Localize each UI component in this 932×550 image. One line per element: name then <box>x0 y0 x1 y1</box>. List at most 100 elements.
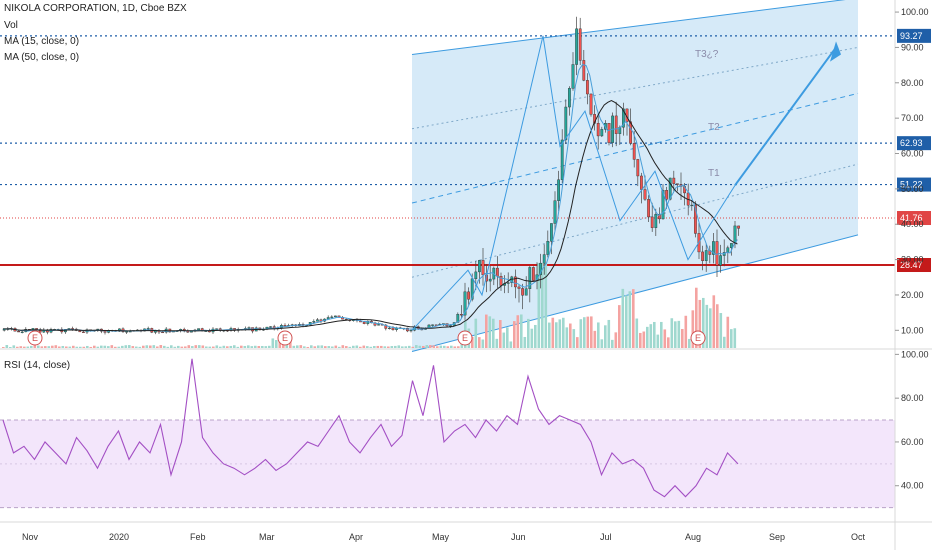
volume-bar <box>621 288 625 348</box>
volume-bar <box>516 315 520 348</box>
target-label: T2 <box>708 122 720 133</box>
volume-bar <box>492 318 495 348</box>
candle-body <box>38 329 42 333</box>
candle-body <box>496 267 499 277</box>
volume-bar <box>324 346 327 348</box>
earnings-label: E <box>32 333 38 343</box>
volume-bar <box>527 318 530 348</box>
volume-bar <box>488 316 492 348</box>
candle-body <box>676 183 679 185</box>
volume-bar <box>254 345 257 348</box>
volume-bar <box>551 317 555 348</box>
volume-bar <box>229 345 233 348</box>
volume-bar <box>373 346 376 348</box>
volume-bar <box>572 329 576 348</box>
volume-bar <box>404 346 408 348</box>
candle-body <box>733 225 737 244</box>
candle-body <box>668 177 672 200</box>
target-label: T1 <box>708 168 720 179</box>
candle-body <box>215 328 218 330</box>
ma15-legend[interactable]: MA (15, close, 0) <box>4 36 80 47</box>
volume-bar <box>166 346 170 348</box>
volume-bar <box>299 345 303 348</box>
volume-bar <box>177 345 180 348</box>
candle-body <box>737 225 741 229</box>
volume-bar <box>506 327 509 348</box>
volume-bar <box>719 313 723 348</box>
volume-bar <box>23 346 26 348</box>
volume-bar <box>618 305 621 348</box>
volume-bar <box>233 345 236 348</box>
volume-bar <box>331 346 334 348</box>
candle-body <box>571 64 575 89</box>
volume-bar <box>642 331 646 348</box>
candle-body <box>661 190 665 220</box>
candle-body <box>647 199 651 218</box>
volume-bar <box>716 304 719 348</box>
volume-bar <box>117 346 121 348</box>
volume-bar <box>72 345 75 348</box>
volume-bar <box>439 345 443 348</box>
volume-bar <box>726 316 730 348</box>
volume-bar <box>702 297 705 348</box>
volume-bar <box>453 346 457 348</box>
candle-body <box>528 267 532 289</box>
x-tick-Aug: Aug <box>685 532 701 542</box>
candle-body <box>377 324 380 326</box>
candle-body <box>269 326 272 328</box>
volume-bar <box>359 346 362 348</box>
volume-bar <box>124 345 128 348</box>
volume-bar <box>345 346 348 348</box>
volume-bar <box>75 346 79 348</box>
volume-bar <box>37 345 40 348</box>
volume-bar <box>681 328 684 348</box>
candle-body <box>719 255 723 266</box>
volume-bar <box>674 321 677 348</box>
volume-bar <box>173 346 177 348</box>
volume-bar <box>639 332 642 348</box>
volume-bar <box>534 324 537 348</box>
volume-bar <box>709 308 712 348</box>
symbol-legend[interactable]: NIKOLA CORPORATION, 1D, Cboe BZX <box>4 3 187 14</box>
volume-bar <box>191 346 194 348</box>
candle-body <box>532 267 535 281</box>
candle-body <box>35 328 39 330</box>
candle-body <box>330 316 334 318</box>
price-tick-label: 80.00 <box>901 78 924 88</box>
rsi-legend[interactable]: RSI (14, close) <box>4 360 71 371</box>
x-tick-Jul: Jul <box>600 532 612 542</box>
volume-bar <box>555 322 558 348</box>
volume-bar <box>180 346 184 348</box>
price-tag-41.76: 41.76 <box>900 213 923 223</box>
x-tick-Feb: Feb <box>190 532 206 542</box>
volume-bar <box>429 345 432 348</box>
candle-body <box>514 276 517 288</box>
volume-bar <box>366 346 369 348</box>
volume-bar <box>495 338 499 348</box>
volume-bar <box>436 346 439 348</box>
volume-bar <box>383 346 387 348</box>
x-tick-2020: 2020 <box>109 532 129 542</box>
channel-quarter-line-1 <box>411 163 859 278</box>
candle-body <box>506 282 510 284</box>
volume-bar <box>530 328 534 348</box>
ma50-legend[interactable]: MA (50, close, 0) <box>4 52 80 63</box>
candle-body <box>388 327 391 329</box>
volume-bar <box>579 319 583 348</box>
volume-bar <box>100 345 103 348</box>
candle-body <box>614 115 618 134</box>
volume-bar <box>303 346 306 348</box>
projection-arrow-head <box>830 41 841 62</box>
price-tick-label: 30.00 <box>901 255 924 265</box>
volume-bar <box>212 346 215 348</box>
volume-bar <box>562 317 565 348</box>
volume-bar <box>485 314 488 348</box>
volume-bar <box>425 345 429 348</box>
candle-body <box>103 331 107 333</box>
volume-bar <box>576 337 579 348</box>
candle-body <box>564 106 568 141</box>
vol-legend[interactable]: Vol <box>4 20 18 31</box>
volume-bar <box>513 321 516 348</box>
volume-bar <box>19 346 23 348</box>
volume-bar <box>502 332 506 348</box>
